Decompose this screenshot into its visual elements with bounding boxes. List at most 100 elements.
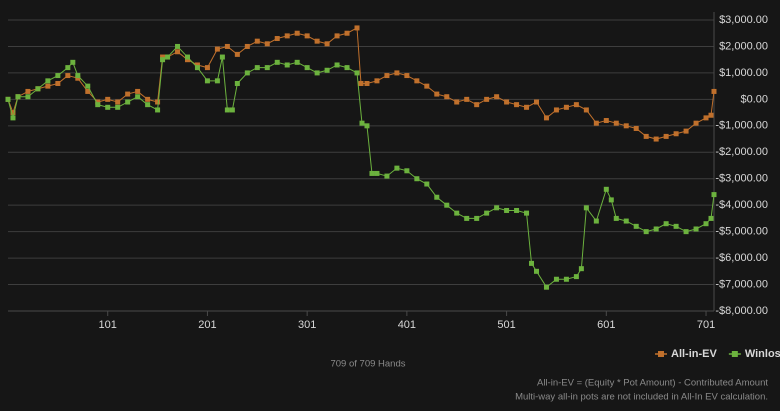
point-marker xyxy=(424,181,430,187)
point-marker xyxy=(583,107,589,113)
point-marker xyxy=(683,229,689,235)
point-marker xyxy=(254,65,260,71)
point-marker xyxy=(683,128,689,134)
point-marker xyxy=(673,223,679,229)
point-marker xyxy=(708,112,714,118)
point-marker xyxy=(35,86,41,92)
point-marker xyxy=(603,186,609,192)
legend-marker xyxy=(731,351,738,357)
point-marker xyxy=(314,38,320,44)
point-marker xyxy=(613,120,619,126)
point-marker xyxy=(244,70,250,76)
x-tick-label: 701 xyxy=(697,319,715,331)
point-marker xyxy=(135,88,141,94)
point-marker xyxy=(623,218,629,224)
point-marker xyxy=(359,120,365,126)
point-marker xyxy=(404,73,410,79)
point-marker xyxy=(444,94,450,100)
y-tick-label: $3,000.00 xyxy=(719,14,768,26)
point-marker xyxy=(633,125,639,131)
point-marker xyxy=(578,266,584,272)
legend-marker xyxy=(658,351,664,357)
point-marker xyxy=(573,102,579,108)
point-marker xyxy=(529,260,535,266)
point-marker xyxy=(374,78,380,84)
point-marker xyxy=(543,284,549,290)
point-marker xyxy=(304,33,310,39)
point-marker xyxy=(358,80,364,86)
point-marker xyxy=(155,99,161,105)
point-marker xyxy=(264,65,270,71)
point-marker xyxy=(294,59,300,65)
point-marker xyxy=(414,176,420,182)
point-marker xyxy=(354,70,360,76)
point-marker xyxy=(25,88,31,94)
point-marker xyxy=(214,78,220,84)
point-marker xyxy=(214,46,220,52)
point-marker xyxy=(534,268,540,274)
point-marker xyxy=(294,30,300,36)
point-marker xyxy=(70,59,76,65)
x-tick-label: 601 xyxy=(597,319,615,331)
point-marker xyxy=(224,107,230,113)
point-marker xyxy=(55,80,61,86)
point-marker xyxy=(703,115,709,121)
point-marker xyxy=(15,94,21,100)
point-marker xyxy=(75,75,81,81)
point-marker xyxy=(105,96,111,102)
point-marker xyxy=(160,57,166,63)
point-marker xyxy=(504,207,510,213)
point-marker xyxy=(314,70,320,76)
footnote: All-in-EV = (Equity * Pot Amount) - Cont… xyxy=(537,378,768,389)
point-marker xyxy=(643,229,649,235)
point-marker xyxy=(394,70,400,76)
point-marker xyxy=(75,73,81,79)
point-marker xyxy=(274,59,280,65)
point-marker xyxy=(384,173,390,179)
point-marker xyxy=(573,274,579,280)
y-tick-label: -$1,000.00 xyxy=(715,120,768,132)
point-marker xyxy=(534,99,540,105)
legend-label: Winloss xyxy=(745,348,780,360)
point-marker xyxy=(284,33,290,39)
point-marker xyxy=(414,78,420,84)
point-marker xyxy=(711,192,717,198)
point-marker xyxy=(284,62,290,68)
point-marker xyxy=(95,99,101,105)
point-marker xyxy=(369,170,375,176)
point-marker xyxy=(145,96,151,102)
point-marker xyxy=(354,25,360,31)
point-marker xyxy=(264,41,270,47)
point-marker xyxy=(219,54,225,60)
point-marker xyxy=(25,94,31,100)
point-marker xyxy=(165,54,171,60)
x-tick-label: 101 xyxy=(99,319,117,331)
point-marker xyxy=(593,120,599,126)
point-marker xyxy=(244,43,250,49)
y-tick-label: -$7,000.00 xyxy=(715,278,768,290)
point-marker xyxy=(653,226,659,232)
point-marker xyxy=(384,73,390,79)
point-marker xyxy=(673,131,679,137)
point-marker xyxy=(125,99,131,105)
point-marker xyxy=(474,102,480,108)
point-marker xyxy=(494,94,500,100)
point-marker xyxy=(484,210,490,216)
point-marker xyxy=(115,104,121,110)
point-marker xyxy=(160,54,166,60)
point-marker xyxy=(204,65,210,71)
point-marker xyxy=(85,88,91,94)
point-marker xyxy=(364,80,370,86)
point-marker xyxy=(10,110,16,116)
point-marker xyxy=(444,202,450,208)
point-marker xyxy=(394,165,400,171)
y-tick-label: $0.00 xyxy=(740,93,768,105)
point-marker xyxy=(643,133,649,139)
point-marker xyxy=(708,215,714,221)
point-marker xyxy=(494,205,500,211)
point-marker xyxy=(424,83,430,89)
point-marker xyxy=(344,65,350,71)
point-marker xyxy=(593,218,599,224)
point-marker xyxy=(224,43,230,49)
point-marker xyxy=(553,276,559,282)
